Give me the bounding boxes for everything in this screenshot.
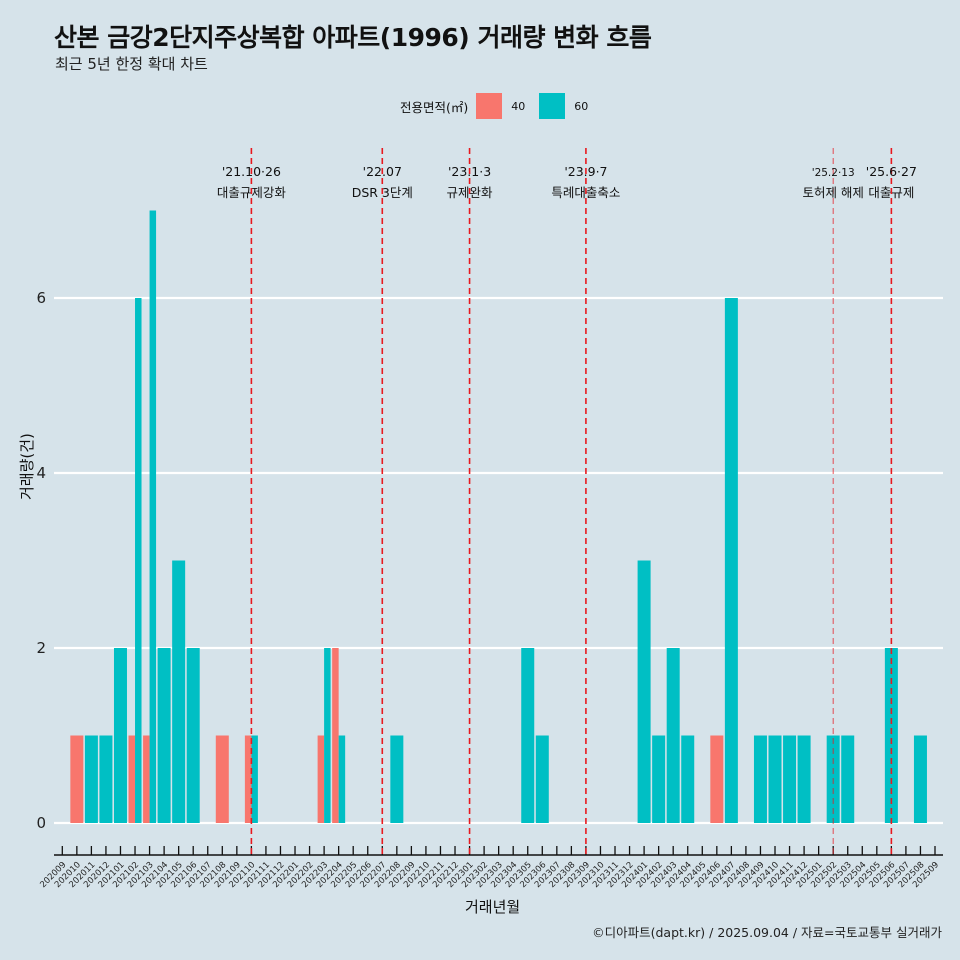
bar-60-202104: [157, 648, 171, 823]
bar-60-202102: [135, 298, 142, 823]
bar-60-202410: [768, 735, 782, 823]
event-date-202207: '22.07: [363, 164, 402, 179]
bar-40-202406: [710, 735, 724, 823]
bar-40-202010: [70, 735, 84, 823]
bar-60-202103: [149, 210, 157, 823]
bar-60-202208: [390, 735, 404, 823]
legend-swatch-40: [476, 93, 503, 119]
legend-swatch-60: [539, 93, 566, 119]
bar-60-202508: [913, 735, 927, 823]
event-label-202506: 대출규제: [868, 185, 914, 200]
bar-60-202306: [535, 735, 549, 823]
event-date-202502: '25.2·13: [812, 167, 855, 179]
y-tick-label: 4: [36, 464, 46, 482]
bar-60-202101: [113, 648, 127, 823]
chart-title: 산본 금강2단지주상복합 아파트(1996) 거래량 변화 흐름: [54, 23, 652, 52]
event-date-202506: '25.6·27: [866, 164, 917, 179]
bar-60-202204: [338, 735, 346, 823]
y-tick-label: 0: [36, 814, 46, 832]
y-tick-label: 6: [36, 289, 46, 307]
x-axis-label: 거래년월: [465, 898, 521, 916]
legend: 전용면적(㎡) 40 60: [400, 93, 602, 119]
event-label-202502: 토허제 해제: [802, 185, 863, 200]
bar-40-202204: [332, 648, 339, 823]
event-label-202309: 특례대출축소: [551, 185, 620, 200]
bar-60-202106: [186, 648, 200, 823]
y-axis-label: 거래량(건): [18, 433, 36, 500]
bar-60-202403: [666, 648, 680, 823]
bar-60-202110: [251, 735, 258, 823]
y-tick-label: 2: [36, 639, 46, 657]
event-date-202110: '21.10·26: [222, 164, 281, 179]
bar-60-202506: [884, 648, 898, 823]
bar-60-202412: [797, 735, 811, 823]
bar-60-202012: [99, 735, 113, 823]
bar-60-202503: [841, 735, 855, 823]
bar-60-202401: [637, 560, 651, 823]
bar-60-202305: [521, 648, 535, 823]
bar-60-202011: [84, 735, 98, 823]
chart-subtitle: 최근 5년 한정 확대 차트: [55, 55, 208, 73]
event-label-202110: 대출규제강화: [217, 185, 287, 200]
bar-60-202105: [172, 560, 186, 823]
bar-40-202108: [215, 735, 229, 823]
bar-40-202203: [317, 735, 325, 823]
bar-60-202407: [724, 298, 738, 823]
source-caption: ©디아파트(dapt.kr) / 2025.09.04 / 자료=국토교통부 실…: [592, 925, 942, 940]
event-date-202301: '23.1·3: [448, 164, 491, 179]
legend-title: 전용면적(㎡): [400, 99, 469, 115]
event-label-202301: 규제완화: [447, 185, 494, 200]
event-label-202207: DSR 3단계: [352, 185, 413, 200]
bar-40-202103: [143, 735, 150, 823]
bar-40-202110: [244, 735, 252, 823]
bar-60-202409: [753, 735, 767, 823]
bar-60-202411: [783, 735, 797, 823]
bar-60-202404: [681, 735, 695, 823]
event-date-202309: '23.9·7: [564, 164, 607, 179]
bar-40-202102: [128, 735, 136, 823]
bar-60-202203: [324, 648, 331, 823]
legend-label-60: 60: [574, 99, 589, 113]
bar-60-202402: [652, 735, 666, 823]
legend-label-40: 40: [511, 99, 526, 113]
